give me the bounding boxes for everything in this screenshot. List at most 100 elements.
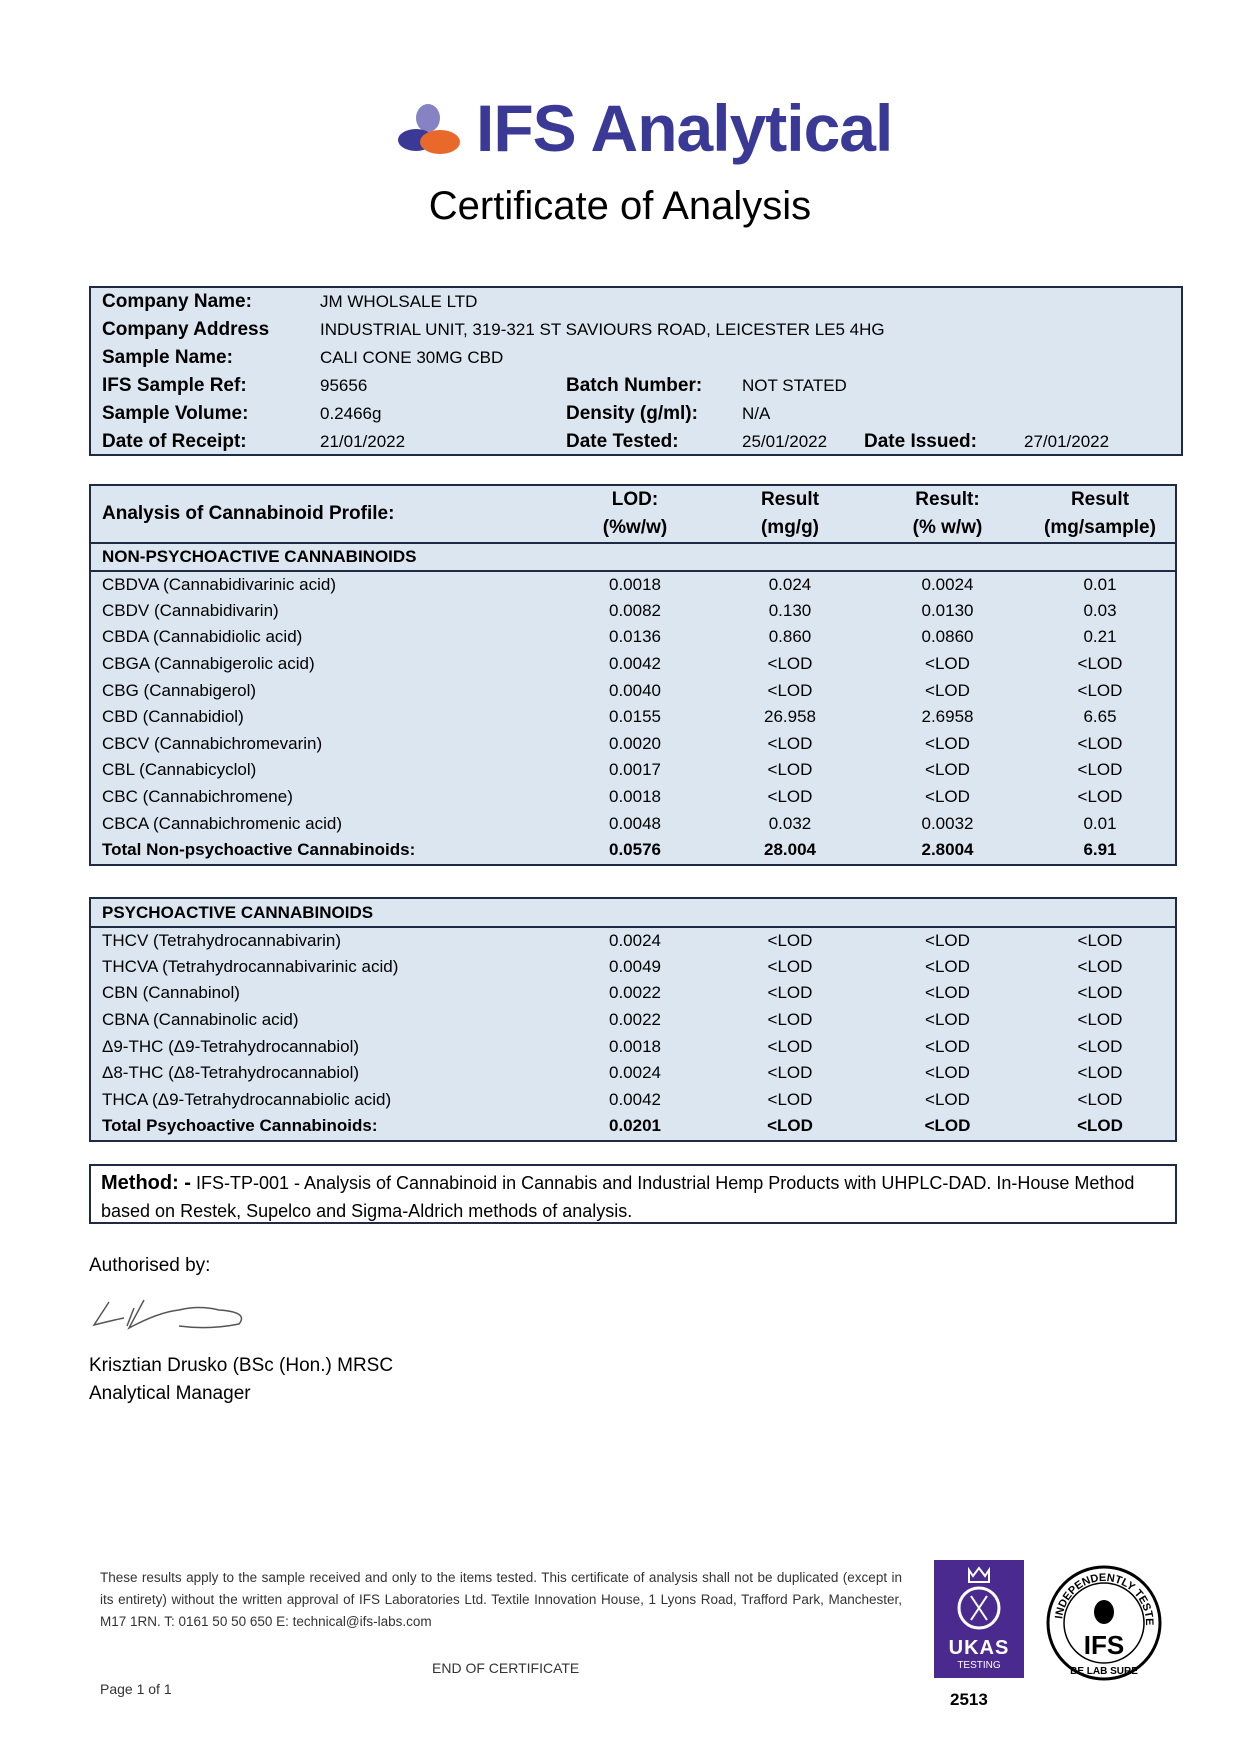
lod-value: 0.0040: [609, 680, 661, 700]
lod-value: 0.0022: [609, 1010, 661, 1030]
sample-ref: 95656: [320, 376, 368, 395]
page-number: Page 1 of 1: [100, 1681, 172, 1697]
analysis-title: Analysis of Cannabinoid Profile:: [102, 503, 395, 524]
table-row: CBG (Cannabigerol) 0.0040 <LOD <LOD <LOD: [91, 677, 1175, 704]
result-pct: 0.0032: [921, 813, 974, 833]
result-mg-g: 0.032: [768, 813, 812, 833]
result-mg-g: <LOD: [767, 1063, 813, 1083]
compound-name: CBDVA (Cannabidivarinic acid): [102, 574, 337, 594]
result-mg-g: <LOD: [767, 787, 813, 807]
table-row: CBCA (Cannabichromenic acid) 0.0048 0.032 0…: [91, 810, 1175, 837]
result-pct: <LOD: [925, 983, 970, 1003]
result-pct: <LOD: [925, 1036, 970, 1056]
table-row: CBDA (Cannabidiolic acid) 0.0136 0.860 0.08…: [91, 624, 1175, 651]
compound-name: Δ8-THC (Δ8-Tetrahydrocannabiol): [102, 1063, 360, 1083]
lod-value: 0.0018: [609, 1036, 661, 1056]
compound-name: THCV (Tetrahydrocannabivarin): [102, 930, 342, 950]
compound-name: CBN (Cannabinol): [102, 983, 240, 1003]
lod-value: 0.0018: [609, 787, 661, 807]
company-address: INDUSTRIAL UNIT, 319-321 ST SAVIOURS ROA…: [320, 320, 885, 339]
compound-name: CBNA (Cannabinolic acid): [102, 1010, 299, 1030]
batch-number: NOT STATED: [742, 376, 847, 395]
result-mg-sample: <LOD: [1077, 733, 1123, 753]
batch-label: Batch Number:: [566, 375, 703, 396]
end-of-certificate: END OF CERTIFICATE: [432, 1660, 580, 1676]
result-mg-sample: 0.03: [1083, 600, 1117, 620]
density: N/A: [742, 404, 771, 423]
total-value: 2.8004: [921, 840, 974, 860]
date-tested: 25/01/2022: [742, 432, 828, 451]
table-row: CBD (Cannabidiol) 0.0155 26.958 2.6958 6.65: [91, 704, 1175, 731]
compound-name: THCVA (Tetrahydrocannabivarinic acid): [102, 956, 399, 976]
result-mg-sample: <LOD: [1077, 1089, 1123, 1109]
seal-text: IFS: [1084, 1630, 1124, 1660]
ifs-logo: IFS Analytical: [398, 91, 893, 165]
psychoactive-table: PSYCHOACTIVE CANNABINOIDS THCV (Tetrahyd…: [89, 897, 1177, 1142]
compound-name: Δ9-THC (Δ9-Tetrahydrocannabiol): [102, 1036, 360, 1056]
result-mg-g: <LOD: [767, 1036, 813, 1056]
result-pct: 2.6958: [921, 707, 974, 727]
table-row: THCV (Tetrahydrocannabivarin) 0.0024 <LOD <…: [91, 927, 1175, 954]
email-link[interactable]: technical@ifs-labs.com: [292, 1614, 432, 1629]
signer-role: Analytical Manager: [89, 1383, 251, 1404]
lod-value: 0.0020: [609, 733, 661, 753]
section-heading: PSYCHOACTIVE CANNABINOIDS: [91, 899, 1175, 928]
lod-value: 0.0042: [609, 1089, 661, 1109]
result-pct: <LOD: [925, 680, 970, 700]
ukas-name: UKAS: [948, 1637, 1010, 1659]
compound-name: CBD (Cannabidiol): [102, 707, 244, 727]
table-row: THCVA (Tetrahydrocannabivarinic acid) 0.0…: [91, 954, 1175, 981]
non-psychoactive-table: Analysis of Cannabinoid Profile: LOD: (%w…: [89, 484, 1177, 866]
result-mg-sample: <LOD: [1077, 680, 1123, 700]
volume-label: Sample Volume:: [102, 403, 249, 424]
result-mg-sample: 6.65: [1083, 707, 1117, 727]
total-value: 6.91: [1083, 840, 1117, 860]
ifs-logo-icon: [398, 104, 460, 154]
ukas-sub: TESTING: [957, 1660, 1001, 1671]
col-lod: LOD: (%w/w): [602, 489, 668, 538]
total-value: 0.0201: [609, 1116, 661, 1136]
result-mg-sample: <LOD: [1077, 787, 1123, 807]
total-row: Total Non-psychoactive Cannabinoids: 0.05…: [91, 837, 1175, 864]
table-row: CBC (Cannabichromene) 0.0018 <LOD <LOD <LOD: [91, 784, 1175, 811]
result-mg-sample: <LOD: [1077, 654, 1123, 674]
lod-value: 0.0049: [609, 956, 661, 976]
result-pct: <LOD: [925, 760, 970, 780]
lod-value: 0.0082: [609, 600, 661, 620]
date-of-receipt: 21/01/2022: [320, 432, 406, 451]
table-row: CBDV (Cannabidivarin) 0.0082 0.130 0.0130 0.…: [91, 598, 1175, 625]
total-value: <LOD: [767, 1116, 813, 1136]
company-name: JM WHOLSALE LTD: [320, 292, 478, 311]
compound-name: CBDV (Cannabidivarin): [102, 600, 279, 620]
result-pct: <LOD: [925, 1063, 970, 1083]
method-label: Method: -: [101, 1172, 191, 1194]
total-value: 0.0576: [609, 840, 661, 860]
signature-image: [92, 1299, 243, 1330]
col-mg-sample: Result (mg/sample): [1044, 489, 1156, 538]
accreditation-number: 2513: [950, 1690, 988, 1709]
result-mg-sample: <LOD: [1077, 983, 1123, 1003]
sample-info-box: Company Name: JM WHOLSALE LTD Company Add…: [89, 286, 1183, 456]
lod-value: 0.0024: [609, 930, 661, 950]
company-address-label: Company Address: [102, 319, 270, 340]
result-pct: <LOD: [925, 956, 970, 976]
compound-name: CBDA (Cannabidiolic acid): [102, 627, 303, 647]
total-value: <LOD: [924, 1116, 971, 1136]
signer-name: Krisztian Drusko (BSc (Hon.) MRSC: [89, 1355, 394, 1376]
total-label: Total Non-psychoactive Cannabinoids:: [102, 840, 416, 860]
result-mg-g: 0.024: [768, 574, 812, 594]
table-row: Δ8-THC (Δ8-Tetrahydrocannabiol) 0.0024 <LO…: [91, 1060, 1175, 1087]
table-row: CBCV (Cannabichromevarin) 0.0020 <LOD <LOD <…: [91, 731, 1175, 758]
lod-value: 0.0042: [609, 654, 661, 674]
result-mg-g: 26.958: [764, 707, 816, 727]
result-mg-sample: <LOD: [1077, 1010, 1123, 1030]
total-row: Total Psychoactive Cannabinoids: 0.0201 <L…: [91, 1113, 1175, 1140]
result-mg-g: <LOD: [767, 654, 813, 674]
lod-value: 0.0022: [609, 983, 661, 1003]
result-mg-g: <LOD: [767, 930, 813, 950]
col-mg-g: Result (mg/g): [760, 489, 820, 538]
receipt-label: Date of Receipt:: [102, 431, 247, 452]
section-heading: NON-PSYCHOACTIVE CANNABINOIDS: [91, 542, 1175, 572]
result-mg-sample: 0.01: [1083, 813, 1117, 833]
issued-label: Date Issued:: [864, 431, 977, 452]
